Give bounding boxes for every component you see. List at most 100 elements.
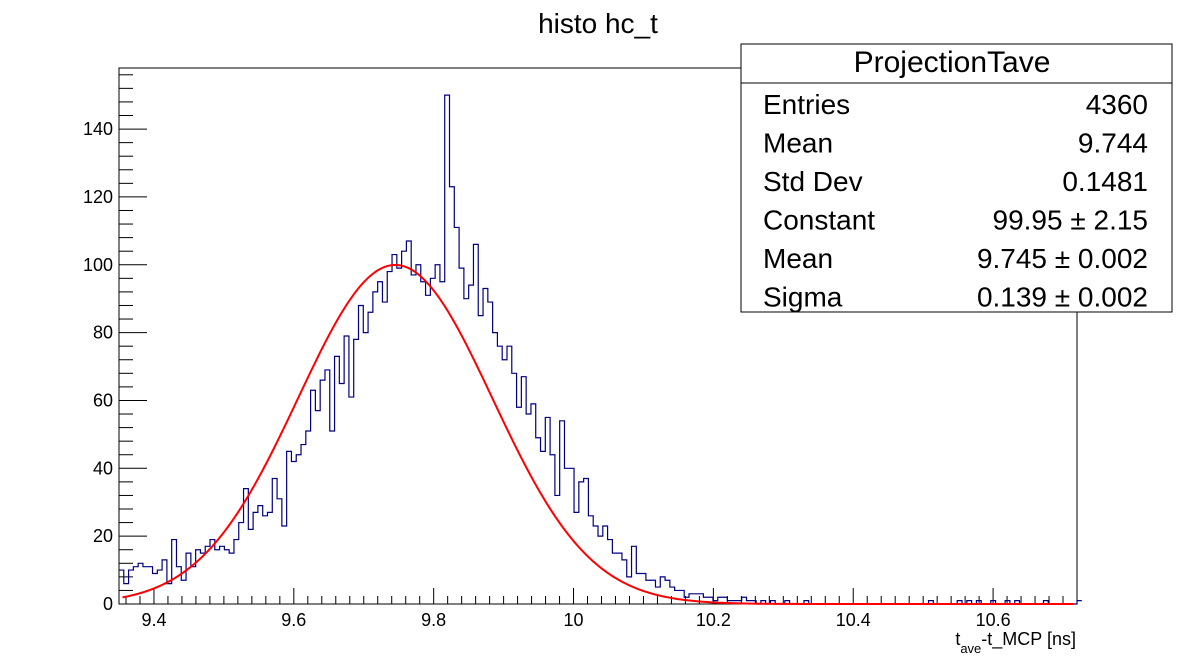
x-axis-label-sub: ave [960,641,981,656]
histogram-bin [263,516,268,604]
stats-row-label: Constant [763,205,875,236]
histogram-bin [119,570,124,604]
y-tick-label: 20 [93,526,113,546]
histogram-bin [277,499,282,604]
histogram-bin [167,584,172,604]
y-tick-label: 80 [93,323,113,343]
x-tick-label: 10.6 [976,610,1011,630]
histogram-bin [330,431,335,604]
histogram-bin [258,506,263,604]
y-tick-label: 0 [103,594,113,614]
histogram-bin [143,567,148,604]
stats-row-label: Mean [763,128,833,159]
histogram-bin [608,540,613,604]
stats-row-value: 0.1481 [1062,166,1148,197]
stats-row-value: 99.95 ± 2.15 [993,205,1149,236]
histogram-bin [473,244,478,604]
stats-row-value: 9.744 [1078,128,1148,159]
x-axis-label-rest: -t_MCP [ns] [981,629,1076,650]
histogram-bin [1077,601,1082,604]
histogram-bin [521,377,526,604]
x-tick-label: 9.6 [281,610,306,630]
stats-box-frame [740,43,1173,313]
histogram-bin [632,546,637,604]
y-axis: 0 20 40 60 80 100 120 140 [83,74,147,614]
histogram-bin [641,573,646,604]
histogram-bin [435,265,440,604]
histogram-bin [512,373,517,604]
histogram-bin [493,333,498,604]
y-tick-label: 120 [83,187,113,207]
histogram-bin [363,333,368,604]
histogram-bin [670,587,675,604]
histogram-bin [598,536,603,604]
histogram-bin [665,580,670,604]
histogram-bin [181,580,186,604]
histogram-bin [660,577,665,604]
histogram-bin [315,411,320,604]
histogram-bin [129,570,134,604]
histogram-bin [507,346,512,604]
histogram-bin [344,336,349,604]
x-tick-label: 10.2 [696,610,731,630]
histogram-bin [325,370,330,604]
histogram-bin [191,567,196,604]
histogram-bin [215,550,220,604]
histogram-bin [526,414,531,604]
histogram-bin [603,526,608,604]
x-axis-label: tave-t_MCP [ns] [955,629,1076,656]
stats-box-title: ProjectionTave [854,46,1051,79]
histogram-bin [406,241,411,604]
x-tick-label: 9.8 [421,610,446,630]
histogram-bin [459,268,464,604]
histogram-bin [301,445,306,604]
histogram-bin [421,282,426,604]
histogram-bin [234,540,239,604]
histogram-bin [287,451,292,604]
y-tick-label: 100 [83,255,113,275]
histogram-bin [694,594,699,604]
histogram-bin [541,451,546,604]
histogram-bin [392,255,397,604]
histogram-bin [440,282,445,604]
histogram-bin [282,526,287,604]
histogram-bin [450,187,455,604]
histogram-bin [560,421,565,604]
histogram-bin [445,95,450,604]
x-tick-label: 10 [564,610,584,630]
histogram-bin [531,404,536,604]
histogram-bin [138,563,143,604]
histogram-bin [689,594,694,604]
y-tick-label: 140 [83,119,113,139]
fit-curve [122,263,1074,605]
histogram-bin [186,553,191,604]
x-axis: 9.4 9.6 9.8 10 10.2 10.4 10.6 [125,588,1078,630]
histogram-bin [148,567,153,604]
histogram-bin [382,302,387,604]
histogram-bin [579,482,584,604]
histogram-bin [545,417,550,604]
histogram-bin [124,584,129,604]
histogram-bin [172,540,177,604]
stats-box: ProjectionTave Entries 4360 Mean 9.744 Std D… [740,43,1173,313]
histogram-bin [555,495,560,604]
histogram-bin [311,390,316,604]
stats-row-label: Std Dev [763,166,863,197]
histogram-bin [272,478,277,604]
histogram-bin [244,489,249,604]
histogram-bin [502,360,507,604]
histogram-bin [320,380,325,604]
histogram-bin [354,339,359,604]
histogram-bin [426,295,431,604]
histogram-bin [296,455,301,604]
histogram-bin [478,316,483,604]
plot-frame [118,67,1078,605]
histogram-bin [488,302,493,604]
histogram-bin [454,227,459,604]
x-tick-label: 10.4 [836,610,871,630]
histogram-bin [378,282,383,604]
stats-row-value: 9.745 ± 0.002 [977,243,1148,274]
histogram-bin [517,407,522,604]
histogram-bin [267,512,272,604]
